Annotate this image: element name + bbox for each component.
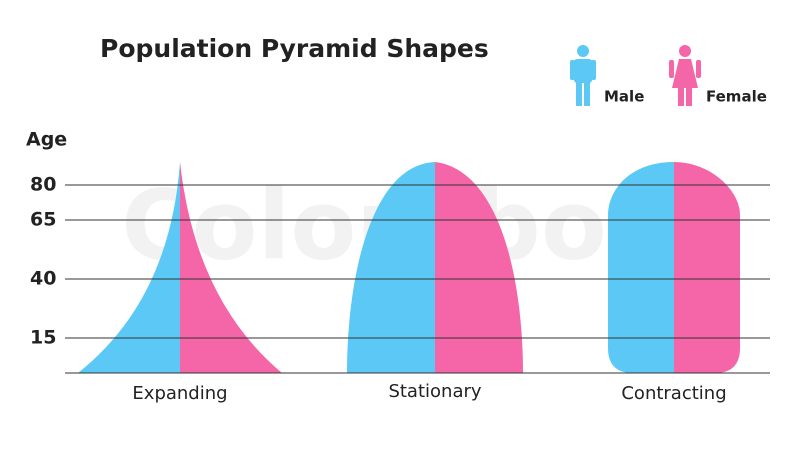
legend-female: Female	[706, 88, 767, 106]
expanding-male	[78, 162, 180, 373]
tick-label: 80	[30, 174, 56, 196]
axis-label: Age	[26, 129, 67, 151]
tick-label: 15	[30, 327, 56, 349]
tick-label: 40	[30, 268, 56, 290]
stationary-female	[435, 162, 523, 373]
stationary-male	[347, 162, 435, 373]
shape-label: Contracting	[621, 383, 726, 404]
male-icon	[570, 45, 596, 106]
contracting-male	[608, 162, 674, 373]
title: Population Pyramid Shapes	[100, 34, 489, 63]
tick-label: 65	[30, 209, 56, 231]
legend-male: Male	[604, 88, 644, 106]
shape-label: Stationary	[388, 381, 481, 402]
contracting-female	[674, 162, 740, 373]
shape-label: Expanding	[132, 383, 227, 404]
expanding-female	[180, 162, 282, 373]
female-icon	[669, 45, 701, 106]
